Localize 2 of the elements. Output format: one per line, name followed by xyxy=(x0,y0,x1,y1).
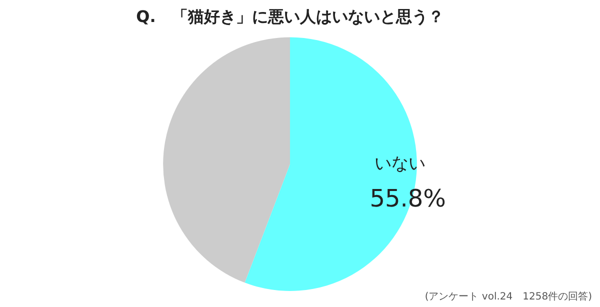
text: (アンケート vol.24 1258件の回答) xyxy=(424,290,592,303)
chart-title: Q. 「猫好き」に悪い人はいないと思う？ xyxy=(136,6,444,26)
